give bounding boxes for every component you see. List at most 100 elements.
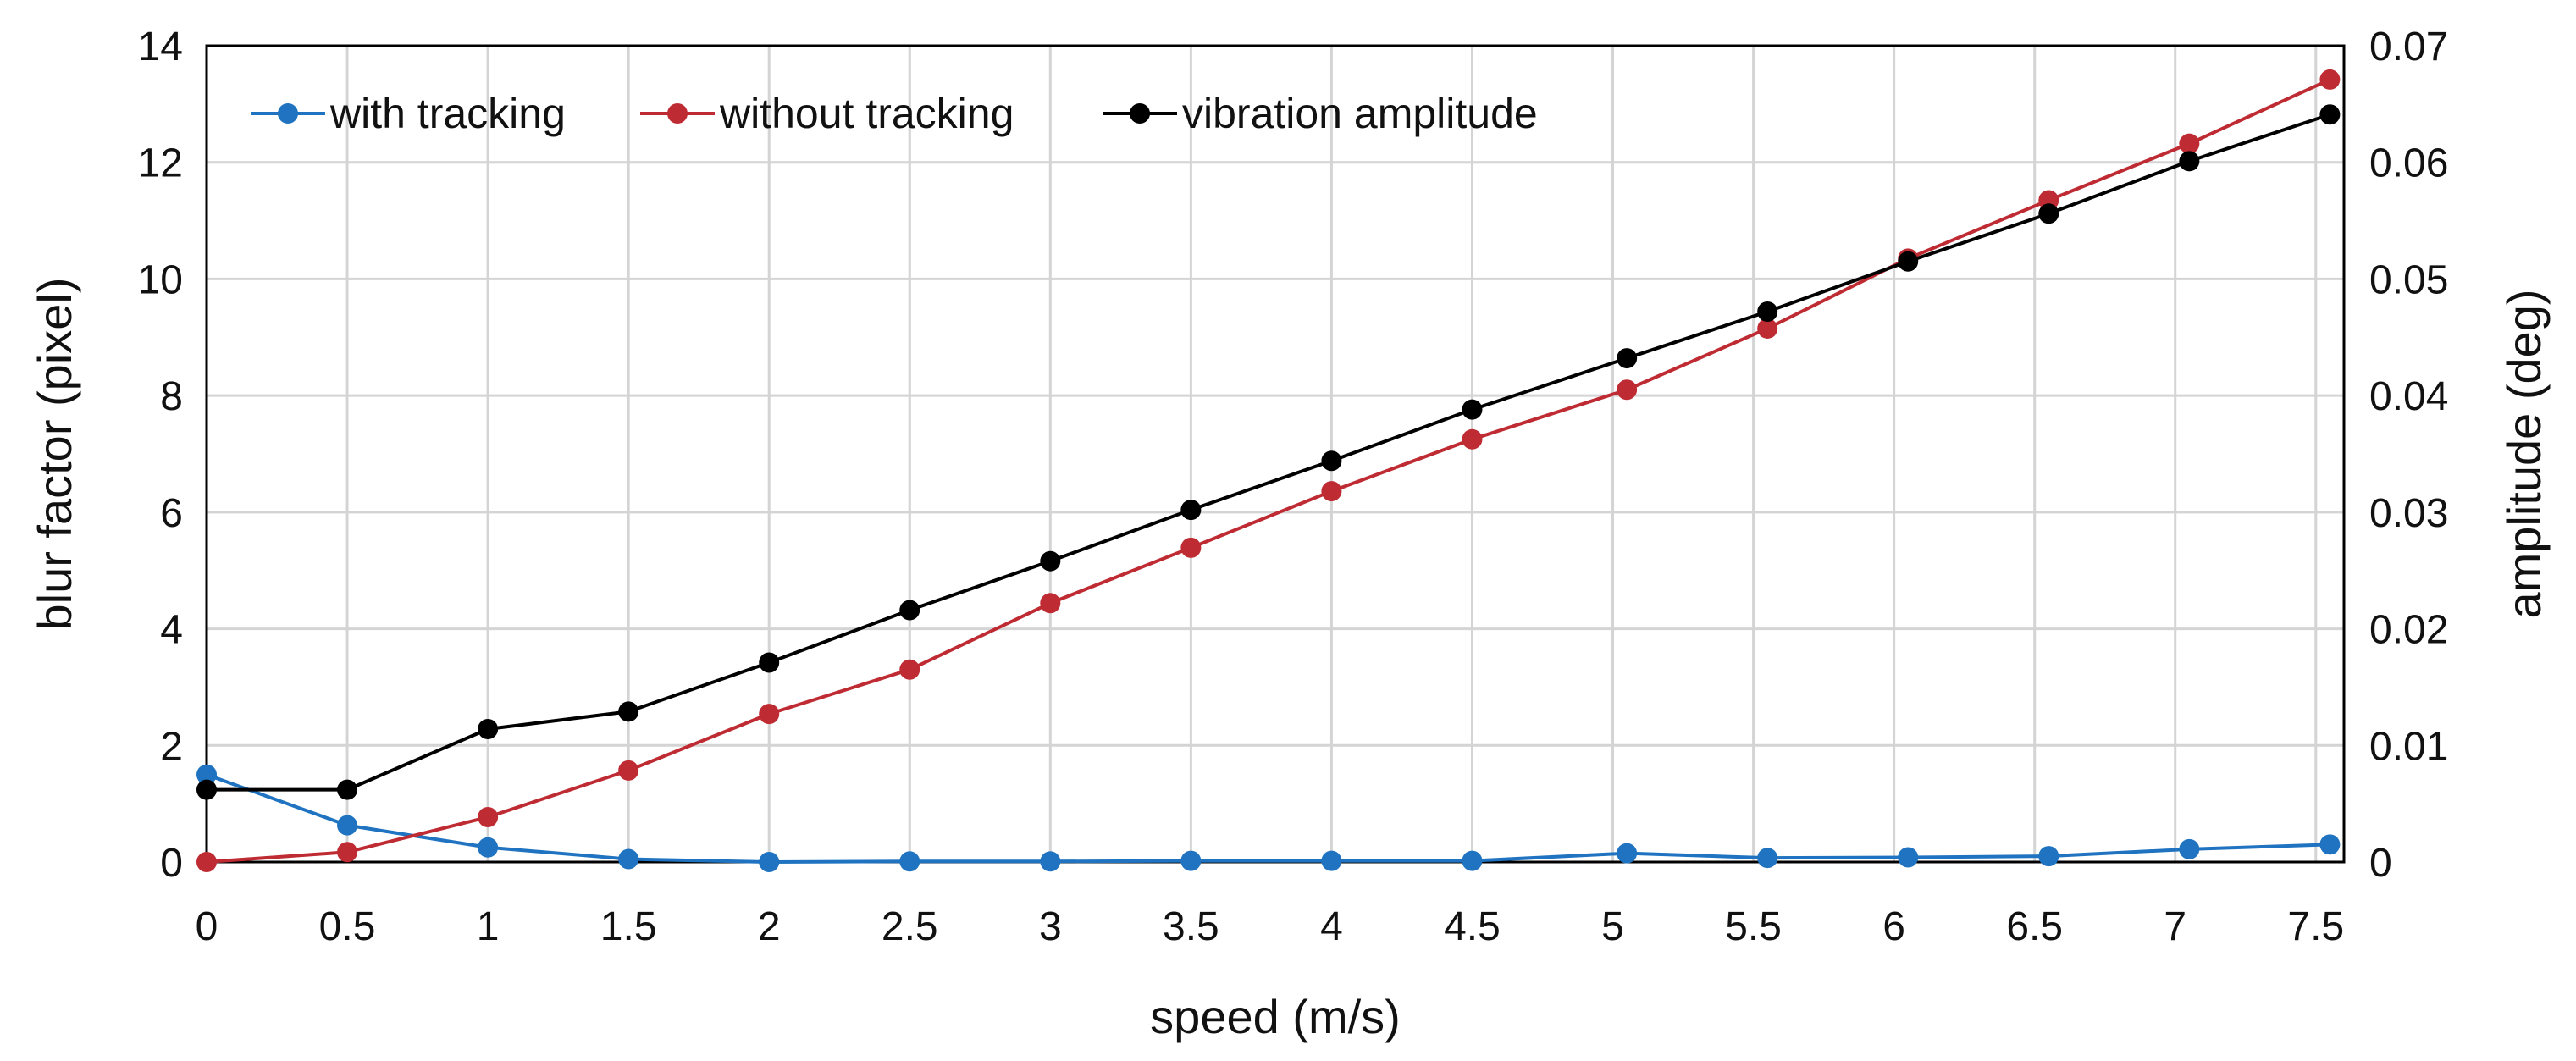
x-tick-label: 0 xyxy=(196,904,218,949)
y-tick-label: 6 xyxy=(160,491,183,536)
y2-tick-label: 0.06 xyxy=(2369,141,2448,186)
y-tick-label: 12 xyxy=(138,141,183,186)
series-with-tracking xyxy=(196,764,2341,872)
data-point-with-tracking xyxy=(1898,847,1919,868)
data-point-without-tracking xyxy=(478,806,499,827)
data-point-vibration-amplitude xyxy=(759,652,780,673)
legend-swatch-marker xyxy=(667,103,688,124)
x-tick-label: 3 xyxy=(1039,904,1062,949)
y2-axis-title: amplitude (deg) xyxy=(2497,289,2551,618)
series-line-vibration-amplitude xyxy=(207,113,2331,792)
legend-label: vibration amplitude xyxy=(1182,90,1538,137)
legend-item-without-tracking: without tracking xyxy=(640,90,1014,137)
y2-tick-label: 0.02 xyxy=(2369,608,2448,653)
y2-tick-label: 0.05 xyxy=(2369,257,2448,302)
y-tick-label: 14 xyxy=(138,25,183,69)
series-without-tracking xyxy=(196,69,2341,872)
legend: with tracking without tracking vibration a… xyxy=(251,90,1538,137)
data-point-with-tracking xyxy=(1617,843,1638,864)
data-point-with-tracking xyxy=(196,764,217,785)
y2-tick-label: 0.03 xyxy=(2369,491,2448,536)
x-tick-label: 1 xyxy=(477,904,500,949)
data-point-with-tracking xyxy=(899,851,920,872)
data-point-with-tracking xyxy=(2179,838,2200,859)
y-axis-title: blur factor (pixel) xyxy=(28,277,81,630)
data-point-vibration-amplitude xyxy=(337,779,358,800)
x-tick-label: 5.5 xyxy=(1725,904,1782,949)
data-point-vibration-amplitude xyxy=(1040,550,1061,572)
legend-item-vibration-amplitude: vibration amplitude xyxy=(1103,90,1538,137)
x-tick-label: 4.5 xyxy=(1444,904,1501,949)
x-tick-label: 6 xyxy=(1882,904,1905,949)
x-axis-title: speed (m/s) xyxy=(1150,990,1401,1043)
tick-labels: 0 0.5 1 1.5 2 2.5 3 3.5 4 4.5 5 5.5 6 6.5 7 7.5 0 2 4 6 8 10 1… xyxy=(138,25,2449,949)
y2-tick-label: 0.07 xyxy=(2369,25,2448,69)
x-tick-label: 4 xyxy=(1320,904,1343,949)
gridlines xyxy=(205,44,2344,864)
x-tick-label: 6.5 xyxy=(2006,904,2063,949)
data-point-vibration-amplitude xyxy=(618,701,639,722)
data-point-without-tracking xyxy=(1180,537,1202,558)
x-tick-label: 7 xyxy=(2164,904,2186,949)
data-point-vibration-amplitude xyxy=(1180,500,1202,521)
x-tick-label: 5 xyxy=(1601,904,1624,949)
data-point-with-tracking xyxy=(2038,846,2059,867)
data-point-without-tracking xyxy=(618,760,639,781)
data-point-with-tracking xyxy=(2319,834,2341,855)
y-tick-label: 10 xyxy=(138,257,183,302)
y2-tick-label: 0.01 xyxy=(2369,724,2448,769)
data-point-without-tracking xyxy=(1462,428,1483,450)
data-point-without-tracking xyxy=(1757,318,1778,339)
x-tick-label: 0.5 xyxy=(319,904,376,949)
data-point-vibration-amplitude xyxy=(899,600,920,621)
data-point-without-tracking xyxy=(337,842,358,863)
x-tick-label: 2.5 xyxy=(882,904,938,949)
y-tick-label: 0 xyxy=(160,841,183,886)
data-point-vibration-amplitude xyxy=(1757,301,1778,322)
data-point-with-tracking xyxy=(1180,850,1202,871)
x-tick-label: 2 xyxy=(758,904,781,949)
data-point-vibration-amplitude xyxy=(2319,104,2341,125)
data-point-with-tracking xyxy=(478,837,499,858)
x-tick-label: 1.5 xyxy=(600,904,657,949)
data-point-vibration-amplitude xyxy=(196,779,217,800)
y-tick-label: 8 xyxy=(160,374,183,419)
data-point-without-tracking xyxy=(759,704,780,725)
y2-tick-label: 0.04 xyxy=(2369,374,2448,419)
data-point-vibration-amplitude xyxy=(1898,251,1919,272)
y-tick-label: 4 xyxy=(160,608,183,653)
data-point-vibration-amplitude xyxy=(1617,348,1638,369)
data-point-without-tracking xyxy=(196,852,217,872)
data-point-without-tracking xyxy=(899,659,920,680)
data-point-with-tracking xyxy=(1462,850,1483,871)
legend-swatch-marker xyxy=(1130,103,1150,124)
series-layer xyxy=(196,69,2341,872)
data-point-without-tracking xyxy=(2179,133,2200,154)
data-point-vibration-amplitude xyxy=(478,719,499,740)
data-point-with-tracking xyxy=(759,852,780,872)
series-vibration-amplitude xyxy=(196,104,2341,800)
data-point-without-tracking xyxy=(1617,379,1638,401)
data-point-with-tracking xyxy=(618,848,639,870)
data-point-without-tracking xyxy=(1040,593,1061,614)
data-point-without-tracking xyxy=(2319,69,2341,90)
series-line-with-tracking xyxy=(206,772,2330,864)
plot-area-frame xyxy=(205,44,2346,864)
data-point-vibration-amplitude xyxy=(2038,203,2059,224)
data-point-vibration-amplitude xyxy=(2179,151,2200,172)
y2-tick-label: 0 xyxy=(2369,841,2392,886)
data-point-vibration-amplitude xyxy=(1321,450,1342,472)
data-point-with-tracking xyxy=(1321,850,1342,871)
data-point-vibration-amplitude xyxy=(1462,399,1483,420)
legend-label: with tracking xyxy=(329,90,566,137)
data-point-without-tracking xyxy=(1321,481,1342,502)
legend-item-with-tracking: with tracking xyxy=(251,90,566,137)
series-line-without-tracking xyxy=(206,78,2331,864)
legend-label: without tracking xyxy=(719,90,1014,137)
data-point-with-tracking xyxy=(1040,851,1061,872)
data-point-with-tracking xyxy=(1757,848,1778,869)
legend-swatch-marker xyxy=(278,103,298,124)
x-tick-label: 3.5 xyxy=(1163,904,1219,949)
y-tick-label: 2 xyxy=(160,724,183,769)
